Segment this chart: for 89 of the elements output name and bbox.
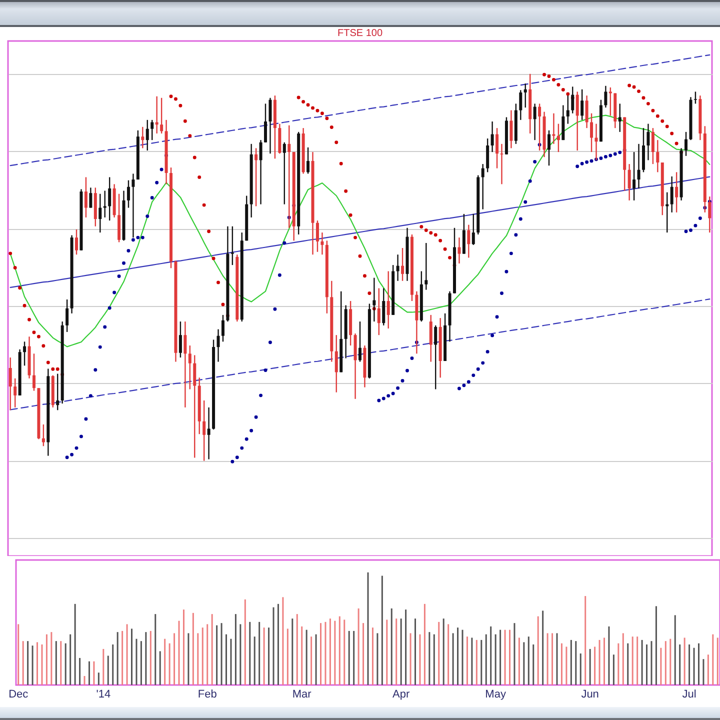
candlestick bbox=[656, 139, 660, 173]
candlestick bbox=[334, 334, 338, 393]
candlestick bbox=[651, 127, 654, 165]
candlestick bbox=[684, 131, 688, 157]
candlestick bbox=[178, 320, 182, 358]
candlestick bbox=[637, 143, 640, 190]
candlestick bbox=[8, 356, 12, 411]
candlestick bbox=[42, 424, 45, 447]
x-tick-label: Mar bbox=[292, 688, 312, 700]
candlestick bbox=[126, 180, 130, 208]
candlestick bbox=[434, 324, 438, 390]
x-tick-label: Feb bbox=[198, 688, 217, 700]
candlestick bbox=[496, 127, 499, 169]
candlestick bbox=[519, 90, 522, 121]
candlestick bbox=[533, 103, 536, 141]
candlestick bbox=[628, 163, 631, 202]
candlestick bbox=[424, 242, 428, 290]
candlestick bbox=[694, 91, 697, 104]
candlestick bbox=[500, 143, 504, 185]
candlestick bbox=[481, 163, 484, 210]
candlestick bbox=[585, 94, 588, 129]
candlestick bbox=[396, 254, 400, 282]
candlestick bbox=[320, 232, 324, 256]
candlestick bbox=[160, 97, 164, 134]
candlestick bbox=[89, 187, 92, 208]
candlestick bbox=[576, 91, 579, 152]
candlestick bbox=[608, 86, 612, 116]
candlestick bbox=[486, 138, 490, 173]
candlestick bbox=[66, 298, 69, 333]
candlestick bbox=[646, 123, 650, 161]
candlestick bbox=[193, 354, 196, 458]
candlestick bbox=[132, 173, 135, 238]
x-tick-label: Jul bbox=[682, 688, 696, 700]
candlestick bbox=[386, 270, 390, 330]
candlestick bbox=[472, 213, 475, 246]
x-tick-label: May bbox=[485, 688, 506, 700]
candlestick bbox=[462, 213, 466, 254]
candlestick bbox=[618, 103, 622, 133]
candlestick bbox=[510, 110, 513, 149]
x-tick-label: Jun bbox=[581, 688, 599, 700]
candlestick bbox=[429, 314, 432, 362]
chart-title: FTSE 100 bbox=[337, 28, 383, 39]
candlestick bbox=[377, 288, 380, 336]
candlestick bbox=[401, 247, 404, 282]
candlestick bbox=[358, 320, 362, 362]
candlestick bbox=[188, 344, 192, 390]
candlestick bbox=[524, 82, 527, 108]
candlestick bbox=[32, 353, 36, 392]
candlestick bbox=[254, 148, 258, 207]
candlestick bbox=[590, 112, 594, 153]
x-tick-label: Dec bbox=[8, 688, 29, 700]
candlestick bbox=[675, 172, 678, 214]
candlestick bbox=[202, 400, 206, 462]
candlestick bbox=[108, 176, 112, 222]
candlestick bbox=[150, 119, 154, 141]
candlestick bbox=[552, 112, 556, 145]
candlestick bbox=[264, 103, 268, 143]
candlestick bbox=[547, 130, 550, 166]
candlestick bbox=[282, 142, 286, 205]
candlestick bbox=[141, 126, 144, 149]
candlestick bbox=[56, 373, 60, 411]
x-tick-label: Apr bbox=[392, 688, 410, 700]
candlestick bbox=[84, 176, 88, 218]
candlestick bbox=[23, 341, 26, 366]
x-tick-label: '14 bbox=[96, 688, 111, 700]
candlestick bbox=[316, 220, 319, 252]
candlestick bbox=[580, 88, 584, 121]
candlestick bbox=[221, 314, 224, 342]
candlestick bbox=[103, 190, 106, 218]
candlestick bbox=[75, 228, 78, 256]
candlestick bbox=[467, 224, 470, 258]
candlestick bbox=[670, 176, 674, 214]
candlestick bbox=[230, 226, 234, 266]
candlestick bbox=[14, 378, 17, 408]
candlestick bbox=[259, 139, 262, 205]
candlestick bbox=[184, 320, 187, 408]
candlestick bbox=[306, 146, 310, 174]
candlestick bbox=[207, 406, 210, 460]
candlestick bbox=[458, 236, 461, 264]
candlestick bbox=[490, 120, 494, 153]
candlestick bbox=[604, 85, 608, 108]
candlestick bbox=[556, 123, 560, 153]
candlestick bbox=[268, 97, 272, 154]
candlestick bbox=[632, 151, 636, 202]
candlestick bbox=[382, 288, 386, 326]
candlestick bbox=[98, 193, 102, 234]
candlestick bbox=[216, 328, 220, 362]
candlestick bbox=[562, 104, 565, 141]
candlestick bbox=[146, 119, 149, 152]
